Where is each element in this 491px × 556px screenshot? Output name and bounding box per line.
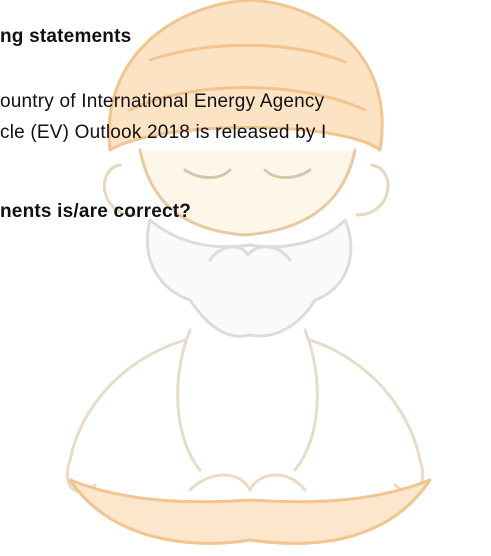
question: nents is/are correct? bbox=[0, 201, 191, 223]
statement: ountry of International Energy Agency bbox=[0, 91, 324, 113]
heading: ng statements bbox=[0, 26, 131, 48]
statement: cle (EV) Outlook 2018 is released by I bbox=[0, 122, 327, 144]
watermark bbox=[0, 0, 491, 556]
page: ng statements ountry of International En… bbox=[0, 0, 491, 556]
